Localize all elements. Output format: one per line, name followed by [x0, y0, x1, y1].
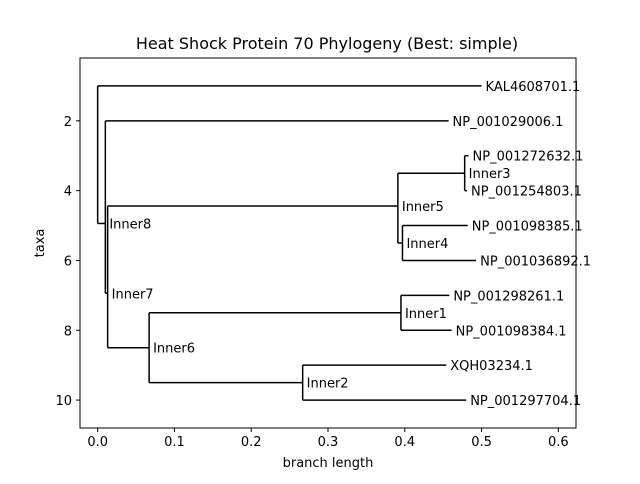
- internal-node-label: Inner2: [307, 377, 349, 392]
- leaf-label: NP_001036892.1: [480, 254, 591, 269]
- leaf-label: XQH03234.1: [450, 359, 533, 374]
- leaf-label: NP_001098385.1: [472, 220, 583, 235]
- node-labels: KAL4608701.1 NP_001029006.1 NP_001272632.1…: [109, 80, 591, 409]
- internal-node-label: Inner3: [469, 167, 511, 182]
- x-tick-label: 0.6: [548, 435, 569, 450]
- leaf-label: NP_001298261.1: [453, 289, 564, 304]
- internal-node-label: Inner7: [112, 287, 154, 302]
- y-tick-label: 8: [64, 324, 72, 339]
- tree-branches: [96, 85, 482, 401]
- x-axis-label: branch length: [283, 456, 374, 471]
- leaf-label: NP_001272632.1: [473, 150, 584, 165]
- y-tick-label: 6: [64, 254, 72, 269]
- internal-node-label: Inner6: [153, 342, 195, 357]
- x-tick-label: 0.4: [394, 435, 415, 450]
- leaf-label: NP_001098384.1: [456, 324, 567, 339]
- leaf-label: KAL4608701.1: [486, 80, 581, 95]
- x-axis-ticks: 0.0 0.1 0.2 0.3 0.4 0.5 0.6: [87, 428, 569, 450]
- x-tick-label: 0.1: [164, 435, 185, 450]
- internal-node-label: Inner1: [405, 307, 447, 322]
- internal-node-label: Inner4: [406, 237, 448, 252]
- x-tick-label: 0.3: [318, 435, 339, 450]
- internal-node-label: Inner8: [109, 217, 151, 232]
- x-tick-label: 0.0: [87, 435, 108, 450]
- y-axis-ticks: 2 4 6 8 10: [55, 115, 80, 409]
- y-tick-label: 10: [55, 394, 72, 409]
- chart-title: Heat Shock Protein 70 Phylogeny (Best: s…: [136, 34, 518, 53]
- x-tick-label: 0.5: [471, 435, 492, 450]
- leaf-label: NP_001254803.1: [471, 185, 582, 200]
- y-tick-label: 2: [64, 115, 72, 130]
- x-tick-label: 0.2: [241, 435, 262, 450]
- internal-node-label: Inner5: [402, 200, 444, 215]
- y-axis-label: taxa: [33, 229, 48, 258]
- leaf-label: NP_001297704.1: [470, 394, 581, 409]
- y-tick-label: 4: [64, 185, 72, 200]
- leaf-label: NP_001029006.1: [453, 115, 564, 130]
